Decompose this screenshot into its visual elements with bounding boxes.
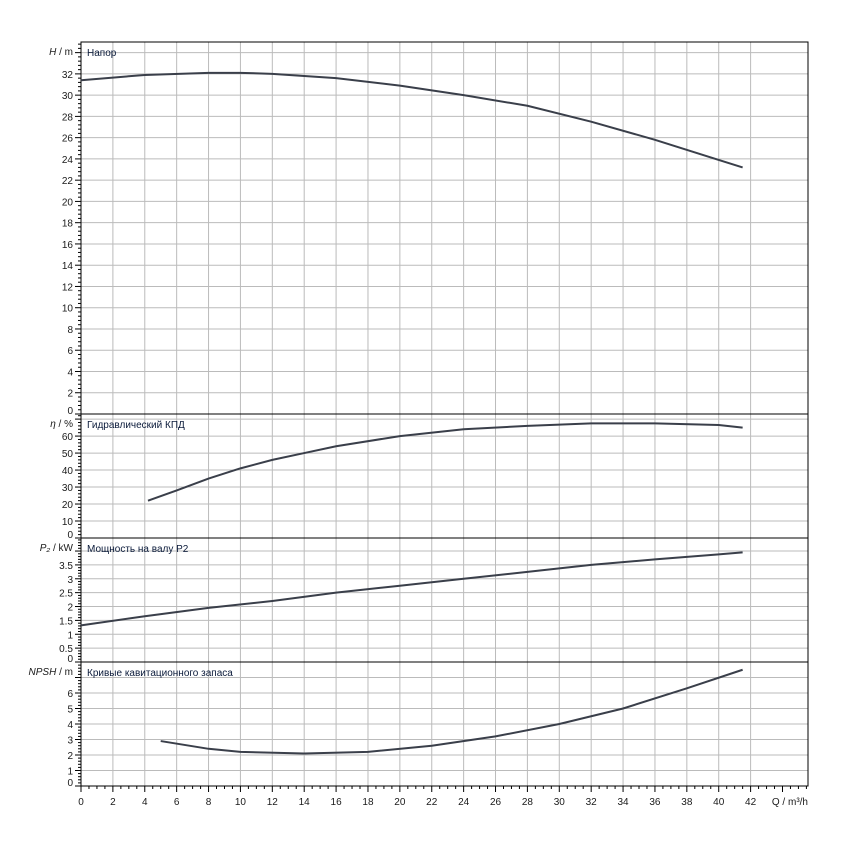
- x-tick-label: 14: [299, 797, 311, 808]
- x-tick-label: 4: [142, 797, 148, 808]
- curve-3: [160, 668, 743, 755]
- y-tick-label: 4: [67, 367, 73, 378]
- x-tick-label: 8: [206, 797, 212, 808]
- panel-1: 0 10 20 30 40 50 60 Гидравлический КПД η / %: [50, 413, 809, 541]
- y-tick-label: 6: [67, 346, 73, 357]
- y-tick-label: 4: [67, 720, 73, 731]
- y-tick-label: 3.5: [59, 561, 73, 572]
- x-tick-label: 0: [78, 797, 84, 808]
- y-tick-label: 30: [62, 91, 74, 102]
- y-tick-label: 30: [62, 483, 74, 494]
- panel-2: 00.5 1 1.5 2 2.5 3 3.5 Мощность на валу P2 P₂ / …: [40, 537, 809, 665]
- y-tick-label: 20: [62, 500, 74, 511]
- y-tick-label: 22: [62, 176, 74, 187]
- y-tick-label: 1: [67, 630, 73, 641]
- x-tick-label: 24: [458, 797, 470, 808]
- x-tick-label: 26: [490, 797, 502, 808]
- y-tick-label: 3: [67, 575, 73, 586]
- y-tick-label: 50: [62, 449, 74, 460]
- x-tick-label: 38: [681, 797, 693, 808]
- y-tick-label: 0: [67, 778, 73, 789]
- curve-2: [80, 551, 743, 627]
- y-tick-label: 0.5: [59, 644, 73, 655]
- y-tick-label: 2: [67, 389, 73, 400]
- y-tick-label: 0: [67, 654, 73, 665]
- y-tick-label: 10: [62, 304, 74, 315]
- panel-title: Гидравлический КПД: [87, 420, 185, 431]
- x-tick-label: 18: [362, 797, 374, 808]
- y-tick-label: 8: [67, 325, 73, 336]
- x-tick-label: 10: [235, 797, 247, 808]
- x-tick-label: 20: [394, 797, 406, 808]
- panel-frame: [80, 41, 809, 415]
- y-tick-label: 0: [67, 530, 73, 541]
- y-axis-label: NPSH / m: [29, 667, 73, 678]
- y-tick-label: 14: [62, 261, 74, 272]
- curve-0: [80, 71, 743, 169]
- panel-title: Кривые кавитационного запаса: [87, 668, 233, 679]
- x-tick-label: 40: [713, 797, 725, 808]
- y-tick-label: 26: [62, 134, 74, 145]
- y-tick-label: 2.5: [59, 589, 73, 600]
- curve-1: [147, 422, 743, 502]
- panel-frame: [80, 661, 809, 787]
- panel-title: Напор: [87, 48, 117, 59]
- y-tick-label: 2: [67, 603, 73, 614]
- y-tick-label: 5: [67, 705, 73, 716]
- x-tick-label: 22: [426, 797, 438, 808]
- y-tick-label: 12: [62, 282, 74, 293]
- y-tick-label: 1.5: [59, 616, 73, 627]
- panel-title: Мощность на валу P2: [87, 544, 189, 555]
- y-tick-label: 10: [62, 517, 74, 528]
- y-tick-label: 60: [62, 432, 74, 443]
- y-tick-label: 3: [67, 736, 73, 747]
- y-tick-label: 1: [67, 767, 73, 778]
- y-tick-label: 18: [62, 219, 74, 230]
- panel-3: 01 2 3 4 5 6 Кривые кавитационного запаса NPSH …: [29, 661, 809, 789]
- y-tick-label: 6: [67, 689, 73, 700]
- y-axis-label: P₂ / kW: [40, 543, 74, 554]
- y-tick-label: 40: [62, 466, 74, 477]
- y-axis-label: H / m: [49, 47, 73, 58]
- x-axis-label: Q / m³/h: [772, 797, 808, 808]
- y-tick-label: 2: [67, 751, 73, 762]
- x-tick-label: 36: [649, 797, 661, 808]
- y-tick-label: 20: [62, 197, 74, 208]
- y-axis-label: η / %: [50, 419, 73, 430]
- x-tick-label: 32: [586, 797, 598, 808]
- x-tick-label: 6: [174, 797, 180, 808]
- y-tick-label: 32: [62, 70, 74, 81]
- x-tick-label: 16: [331, 797, 343, 808]
- x-tick-label: 2: [110, 797, 116, 808]
- x-tick-label: 42: [745, 797, 757, 808]
- y-tick-label: 28: [62, 112, 74, 123]
- x-tick-label: 34: [617, 797, 629, 808]
- x-tick-label: 12: [267, 797, 279, 808]
- panel-frame: [80, 413, 809, 539]
- y-tick-label: 0: [67, 406, 73, 417]
- x-tick-label: 28: [522, 797, 534, 808]
- y-tick-label: 24: [62, 155, 74, 166]
- y-tick-label: 16: [62, 240, 74, 251]
- x-tick-label: 30: [554, 797, 566, 808]
